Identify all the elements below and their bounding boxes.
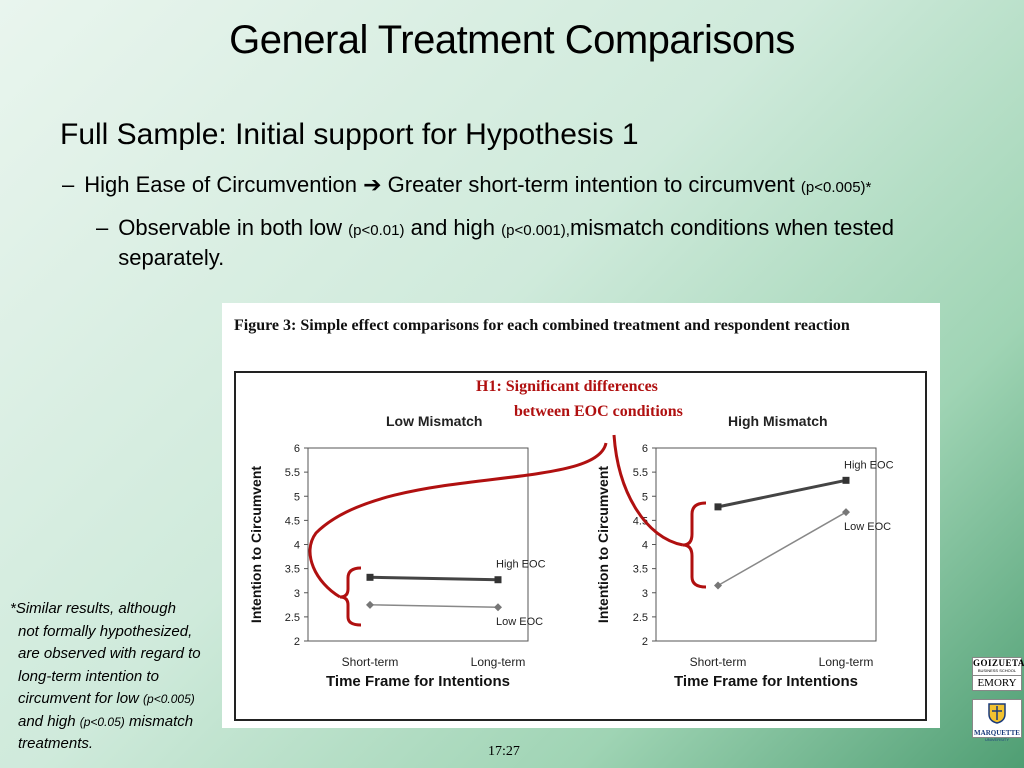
series-label: High EOC xyxy=(844,459,894,471)
marquette-wordmark: MARQUETTE xyxy=(974,729,1020,737)
data-point-square xyxy=(842,476,850,484)
x-tick-label: Short-term xyxy=(342,655,399,669)
series-line-high xyxy=(717,478,847,509)
connector-to-high xyxy=(612,434,684,547)
bullet-full-sample: Full Sample: Initial support for Hypothe… xyxy=(60,118,639,151)
y-axis-label: Intention to Circumvent xyxy=(248,466,264,623)
footnote-line5: circumvent for low (p<0.005) xyxy=(10,688,222,711)
y-tick-label: 3.5 xyxy=(633,564,648,576)
bullet2-part1: High Ease of Circumvention xyxy=(84,172,357,197)
figure-title: Figure 3: Simple effect comparisons for … xyxy=(234,317,850,334)
footnote-line2: not formally hypothesized, xyxy=(18,622,193,640)
marquette-logo: MARQUETTE UNIVERSITY xyxy=(972,699,1022,742)
annotation-line2: between EOC conditions xyxy=(514,403,683,420)
annotation-line1: H1: Significant differences xyxy=(476,378,658,395)
y-tick-label: 4 xyxy=(642,540,648,552)
y-tick-label: 5.5 xyxy=(285,467,300,479)
footnote-line6p: (p<0.05) xyxy=(79,714,125,729)
y-tick-label: 2.5 xyxy=(633,612,648,624)
footnote-line6b: mismatch xyxy=(128,712,194,730)
plot-area-0 xyxy=(307,447,529,642)
bullet-text: High Ease of Circumvention ➔ Greater sho… xyxy=(84,172,871,198)
right-arrow-icon: ➔ xyxy=(363,172,382,197)
y-tick-label: 4 xyxy=(294,540,300,552)
bullet3-part3: mismatch conditions when tested separate… xyxy=(118,215,894,270)
bracket-high-mismatch xyxy=(682,501,707,589)
y-tick-label: 2 xyxy=(294,636,300,648)
panel-title-high-mismatch: High Mismatch xyxy=(728,413,828,429)
y-tick-label: 6 xyxy=(294,443,300,455)
bullet-high-ease: – High Ease of Circumvention ➔ Greater s… xyxy=(62,172,871,198)
x-axis-label: Time Frame for Intentions xyxy=(674,673,858,690)
chart-frame: 2 2.5 3 3.5 4 4.5 5 5.5 6 Intention to Circumvent… xyxy=(234,371,927,721)
footnote-line5p: (p<0.005) xyxy=(143,692,195,706)
footnote-line5a: circumvent for low xyxy=(18,690,139,707)
y-tick-label: 3.5 xyxy=(285,564,300,576)
x-tick-label: Short-term xyxy=(690,655,747,669)
series-line-low xyxy=(369,604,499,608)
panel-title-low-mismatch: Low Mismatch xyxy=(386,413,483,429)
bullet-observable: – Observable in both low (p<0.01) and hi… xyxy=(96,213,986,272)
bullet-dash: – xyxy=(62,172,75,197)
data-point-square xyxy=(366,573,374,581)
y-tick-label: 5.5 xyxy=(633,467,648,479)
data-point-square xyxy=(494,576,502,584)
bullet-text: Observable in both low (p<0.01) and high… xyxy=(118,213,986,272)
y-tick-label: 5 xyxy=(294,491,300,503)
x-axis-label: Time Frame for Intentions xyxy=(326,673,510,690)
series-label: Low EOC xyxy=(496,616,543,628)
marquette-subtitle: UNIVERSITY xyxy=(984,737,1009,742)
y-axis-label: Intention to Circumvent xyxy=(595,466,611,623)
series-line-high xyxy=(369,575,499,582)
footnote-line4: long-term intention to xyxy=(18,667,159,685)
data-point-square xyxy=(714,503,722,511)
goizueta-emory-logo: GOIZUETA BUSINESS SCHOOL EMORY xyxy=(972,657,1024,691)
x-tick-label: Long-term xyxy=(819,655,874,669)
footnote-line7: treatments. xyxy=(18,735,94,752)
y-tick-label: 2.5 xyxy=(285,612,300,624)
data-point-diamond xyxy=(494,603,502,612)
figure-panel: Figure 3: Simple effect comparisons for … xyxy=(222,303,940,728)
line-charts: 2 2.5 3 3.5 4 4.5 5 5.5 6 Intention to Circumvent… xyxy=(248,434,894,690)
series-line-low xyxy=(717,511,847,587)
y-tick-label: 3 xyxy=(294,588,300,600)
y-tick-label: 5 xyxy=(642,491,648,503)
data-point-diamond xyxy=(366,600,374,609)
y-tick-label: 3 xyxy=(642,588,648,600)
bullet2-part2: Greater short-term intention to circumve… xyxy=(387,172,795,197)
bullet3-part2: and high xyxy=(410,215,496,240)
y-tick-label: 4.5 xyxy=(285,515,300,527)
footnote: *Similar results, although not formally … xyxy=(10,598,222,756)
series-label: Low EOC xyxy=(844,521,891,533)
bullet2-pvalue: (p<0.005)* xyxy=(800,179,872,196)
bullet3-pvalue-high: (p<0.001), xyxy=(501,222,570,239)
slide-number: 17:27 xyxy=(488,744,520,759)
bullet-dash: – xyxy=(96,215,109,240)
footnote-line1: *Similar results, although xyxy=(10,600,176,617)
footnote-line6a: and high xyxy=(18,712,76,730)
footnote-line6: and high (p<0.05) mismatch xyxy=(10,711,222,734)
emory-wordmark: EMORY xyxy=(973,675,1021,689)
goizueta-subtitle: BUSINESS SCHOOL xyxy=(977,668,1017,673)
bullet3-part1: Observable in both low xyxy=(118,215,343,240)
marquette-crest-icon xyxy=(988,703,1006,724)
data-point-diamond xyxy=(842,508,850,517)
y-tick-label: 2 xyxy=(642,636,648,648)
y-tick-label: 6 xyxy=(642,443,648,455)
goizueta-wordmark: GOIZUETA xyxy=(973,658,1024,668)
bullet3-pvalue-low: (p<0.01) xyxy=(348,222,405,239)
series-label: High EOC xyxy=(496,559,546,571)
bracket-low-mismatch xyxy=(339,566,362,627)
footnote-line3: are observed with regard to xyxy=(18,645,201,662)
data-point-diamond xyxy=(714,581,722,590)
slide-title: General Treatment Comparisons xyxy=(229,18,795,62)
x-tick-label: Long-term xyxy=(471,655,526,669)
connector-to-low xyxy=(308,442,608,599)
